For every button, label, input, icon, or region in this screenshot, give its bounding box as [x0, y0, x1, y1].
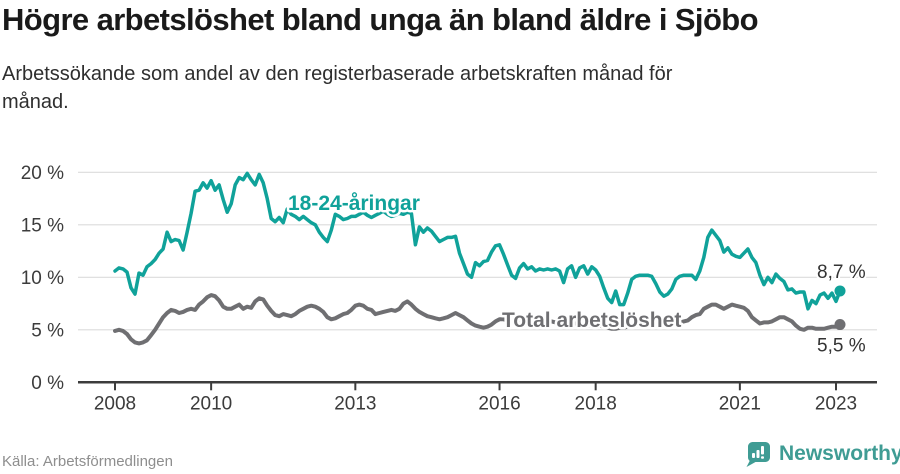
y-tick-label-15: 15 %: [21, 215, 64, 236]
exclamation-dot: [761, 456, 764, 459]
y-tick-label-5: 5 %: [31, 320, 64, 341]
exclamation-stem: [761, 446, 764, 455]
y-tick-label-0: 0 %: [31, 373, 64, 394]
subtitle-line-1: Arbetssökande som andel av den registerb…: [2, 63, 673, 85]
series-line-young: [113, 171, 842, 311]
series-line-total: [113, 293, 842, 346]
series-name-label-total: Total arbetslöshet: [502, 309, 681, 332]
subtitle-line-2: månad.: [2, 91, 69, 113]
x-tick-label-2013: 2013: [334, 393, 376, 414]
x-tick-label-2021: 2021: [719, 393, 761, 414]
series-end-dot-young: [834, 285, 846, 297]
newsworthy-logo: Newsworthy: [744, 440, 900, 468]
chart-subtitle: Arbetssökande som andel av den registerb…: [2, 60, 842, 116]
bar-medium: [756, 450, 760, 458]
x-tick-label-2010: 2010: [190, 393, 232, 414]
newsworthy-icon: [746, 442, 770, 467]
x-tick-label-2023: 2023: [815, 393, 857, 414]
x-tick-label-2016: 2016: [478, 393, 520, 414]
series-end-dot-total: [834, 319, 846, 331]
newsworthy-wordmark: Newsworthy: [779, 442, 900, 465]
series-end-value-total: 5,5 %: [817, 336, 866, 357]
x-tick-label-2008: 2008: [94, 393, 136, 414]
series-name-label-young: 18-24-åringar: [288, 192, 420, 215]
source-label: Källa: Arbetsförmedlingen: [2, 453, 173, 470]
y-tick-label-20: 20 %: [21, 163, 64, 184]
page-title: Högre arbetslöshet bland unga än bland ä…: [2, 2, 759, 37]
series-end-value-young: 8,7 %: [817, 262, 866, 283]
y-tick-label-10: 10 %: [21, 268, 64, 289]
x-tick-label-2018: 2018: [575, 393, 617, 414]
bar-small: [752, 453, 755, 458]
